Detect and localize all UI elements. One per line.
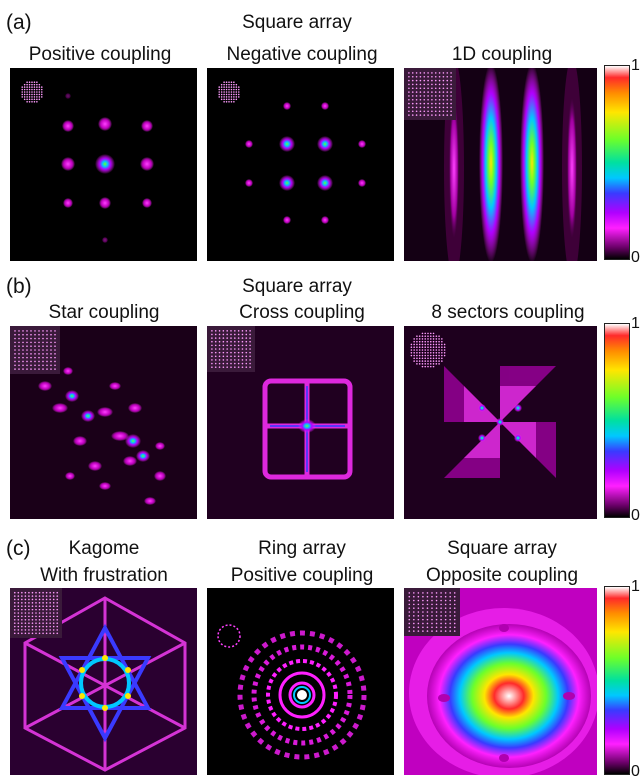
row-a-header: Square array: [242, 12, 352, 33]
lattice-inset: [410, 332, 446, 368]
row-b-letter: (b): [6, 275, 32, 298]
lattice-inset: [10, 326, 60, 374]
colorbar-c-max: 1: [631, 578, 640, 595]
row-c-title-1-line-1: Kagome: [68, 538, 140, 559]
lattice-inset: [10, 588, 62, 638]
colorbar-b-max: 1: [631, 315, 640, 332]
lattice-inset: [404, 68, 456, 120]
row-a-title-1: Positive coupling: [28, 44, 172, 65]
lattice-inset: [218, 81, 240, 103]
row-b-title-1: Star coupling: [48, 302, 160, 323]
row-c-title-2-line-2: Positive coupling: [230, 565, 374, 586]
panel-kagome-frustration: [10, 588, 197, 775]
row-b-header: Square array: [242, 276, 352, 297]
colorbar-b: [604, 323, 630, 518]
colorbar-c-min: 0: [631, 763, 640, 780]
row-b-title-3: 8 sectors coupling: [431, 302, 585, 323]
row-a-title-3: 1D coupling: [451, 44, 553, 65]
colorbar-b-min: 0: [631, 507, 640, 524]
panel-ring-array: [207, 588, 394, 775]
row-c-letter: (c): [6, 537, 31, 560]
panel-cross-coupling: [207, 326, 394, 519]
panel-1d-coupling: [404, 68, 597, 261]
panel-positive-coupling: [10, 68, 197, 261]
colorbar-a: [604, 65, 630, 260]
panel-negative-coupling: [207, 68, 394, 261]
colorbar-a-min: 0: [631, 249, 640, 266]
row-b-title-2: Cross coupling: [239, 302, 365, 323]
row-c-title-1-line-2: With frustration: [40, 565, 168, 586]
lattice-inset: [21, 81, 43, 103]
row-c-title-3-line-2: Opposite coupling: [425, 565, 579, 586]
row-a-title-2: Negative coupling: [226, 44, 378, 65]
row-c-title-2-line-1: Ring array: [258, 538, 346, 559]
lattice-inset: [404, 588, 460, 636]
row-c-title-3-line-1: Square array: [447, 538, 557, 559]
colorbar-a-max: 1: [631, 57, 640, 74]
row-a-letter: (a): [6, 11, 32, 34]
lattice-inset: [207, 326, 255, 372]
panel-8-sectors-coupling: [404, 326, 597, 519]
colorbar-c: [604, 586, 630, 775]
panel-opposite-coupling: [404, 588, 597, 775]
panel-star-coupling: [10, 326, 197, 519]
